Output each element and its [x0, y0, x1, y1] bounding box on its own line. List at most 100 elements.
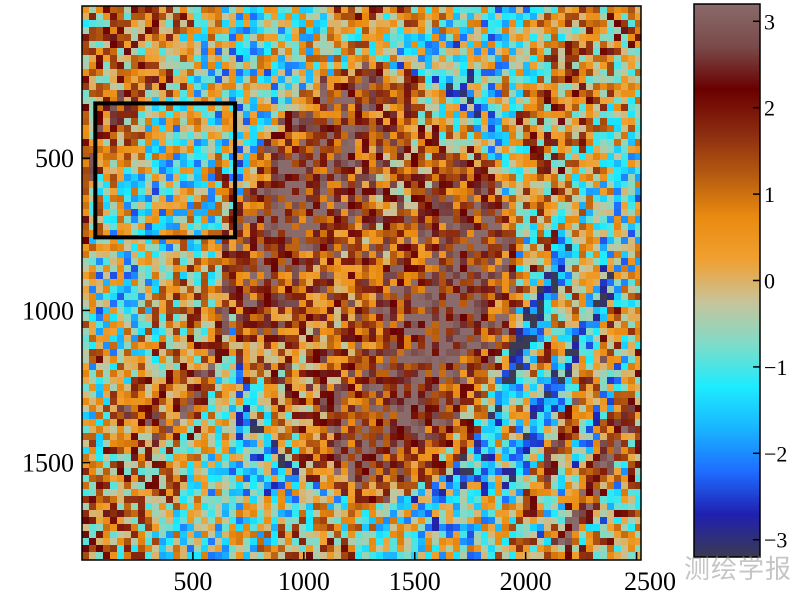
- heatmap-cell: [201, 230, 209, 238]
- heatmap-cell: [236, 62, 244, 70]
- heatmap-cell: [481, 181, 489, 189]
- heatmap-cell: [243, 286, 251, 294]
- heatmap-cell: [131, 293, 139, 301]
- heatmap-cell: [334, 419, 342, 427]
- heatmap-cell: [229, 188, 237, 196]
- heatmap-cell: [432, 328, 440, 336]
- heatmap-cell: [488, 111, 496, 119]
- heatmap-cell: [82, 237, 90, 245]
- heatmap-cell: [614, 426, 622, 434]
- heatmap-cell: [579, 342, 587, 350]
- heatmap-cell: [271, 27, 279, 35]
- heatmap-cell: [481, 195, 489, 203]
- heatmap-cell: [453, 181, 461, 189]
- heatmap-cell: [264, 419, 272, 427]
- heatmap-cell: [586, 363, 594, 371]
- heatmap-cell: [124, 146, 132, 154]
- heatmap-cell: [292, 398, 300, 406]
- heatmap-cell: [453, 174, 461, 182]
- heatmap-cell: [621, 293, 629, 301]
- heatmap-cell: [348, 349, 356, 357]
- heatmap-cell: [488, 223, 496, 231]
- heatmap-cell: [355, 13, 363, 21]
- heatmap-cell: [446, 90, 454, 98]
- heatmap-cell: [474, 62, 482, 70]
- heatmap-cell: [544, 188, 552, 196]
- heatmap-cell: [607, 76, 615, 84]
- heatmap-cell: [89, 27, 97, 35]
- heatmap-cell: [341, 321, 349, 329]
- heatmap-cell: [446, 181, 454, 189]
- heatmap-cell: [607, 188, 615, 196]
- heatmap-cell: [145, 202, 153, 210]
- heatmap-cell: [166, 195, 174, 203]
- heatmap-cell: [320, 426, 328, 434]
- heatmap-cell: [103, 146, 111, 154]
- heatmap-cell: [390, 202, 398, 210]
- heatmap-cell: [572, 384, 580, 392]
- heatmap-cell: [299, 412, 307, 420]
- heatmap-cell: [425, 174, 433, 182]
- heatmap-cell: [187, 349, 195, 357]
- heatmap-cell: [537, 412, 545, 420]
- heatmap-cell: [229, 90, 237, 98]
- heatmap-cell: [194, 433, 202, 441]
- heatmap-cell: [551, 132, 559, 140]
- heatmap-cell: [159, 125, 167, 133]
- heatmap-cell: [236, 188, 244, 196]
- heatmap-cell: [390, 118, 398, 126]
- heatmap-cell: [355, 48, 363, 56]
- heatmap-cell: [292, 188, 300, 196]
- heatmap-cell: [138, 265, 146, 273]
- heatmap-cell: [600, 111, 608, 119]
- heatmap-cell: [621, 118, 629, 126]
- heatmap-cell: [292, 286, 300, 294]
- heatmap-cell: [621, 139, 629, 147]
- heatmap-cell: [187, 132, 195, 140]
- heatmap-cell: [635, 181, 641, 189]
- heatmap-cell: [264, 139, 272, 147]
- heatmap-cell: [572, 188, 580, 196]
- heatmap-cell: [558, 272, 566, 280]
- heatmap-cell: [621, 349, 629, 357]
- heatmap-cell: [551, 153, 559, 161]
- heatmap-cell: [551, 48, 559, 56]
- heatmap-cell: [243, 132, 251, 140]
- heatmap-cell: [586, 90, 594, 98]
- heatmap-cell: [390, 13, 398, 21]
- heatmap-cell: [320, 76, 328, 84]
- heatmap-cell: [103, 314, 111, 322]
- heatmap-cell: [215, 202, 223, 210]
- heatmap-cell: [292, 111, 300, 119]
- heatmap-cell: [243, 6, 251, 14]
- heatmap-cell: [502, 223, 510, 231]
- heatmap-cell: [362, 321, 370, 329]
- heatmap-cell: [96, 216, 104, 224]
- heatmap-cell: [110, 335, 118, 343]
- heatmap-cell: [390, 174, 398, 182]
- heatmap-cell: [320, 335, 328, 343]
- heatmap-cell: [348, 244, 356, 252]
- heatmap-cell: [362, 251, 370, 259]
- heatmap-cell: [425, 342, 433, 350]
- heatmap-cell: [250, 118, 258, 126]
- heatmap-cell: [285, 41, 293, 49]
- heatmap-cell: [89, 356, 97, 364]
- heatmap-cell: [558, 6, 566, 14]
- heatmap-cell: [89, 398, 97, 406]
- heatmap-cell: [355, 237, 363, 245]
- heatmap-cell: [530, 48, 538, 56]
- heatmap-cell: [383, 258, 391, 266]
- heatmap-cell: [439, 307, 447, 315]
- heatmap-cell: [138, 419, 146, 427]
- heatmap-cell: [600, 398, 608, 406]
- heatmap-cell: [565, 314, 573, 322]
- heatmap-cell: [607, 34, 615, 42]
- heatmap-cell: [481, 223, 489, 231]
- heatmap-cell: [362, 405, 370, 413]
- heatmap-cell: [404, 181, 412, 189]
- heatmap-cell: [173, 356, 181, 364]
- heatmap-cell: [453, 251, 461, 259]
- heatmap-cell: [516, 300, 524, 308]
- heatmap-cell: [166, 167, 174, 175]
